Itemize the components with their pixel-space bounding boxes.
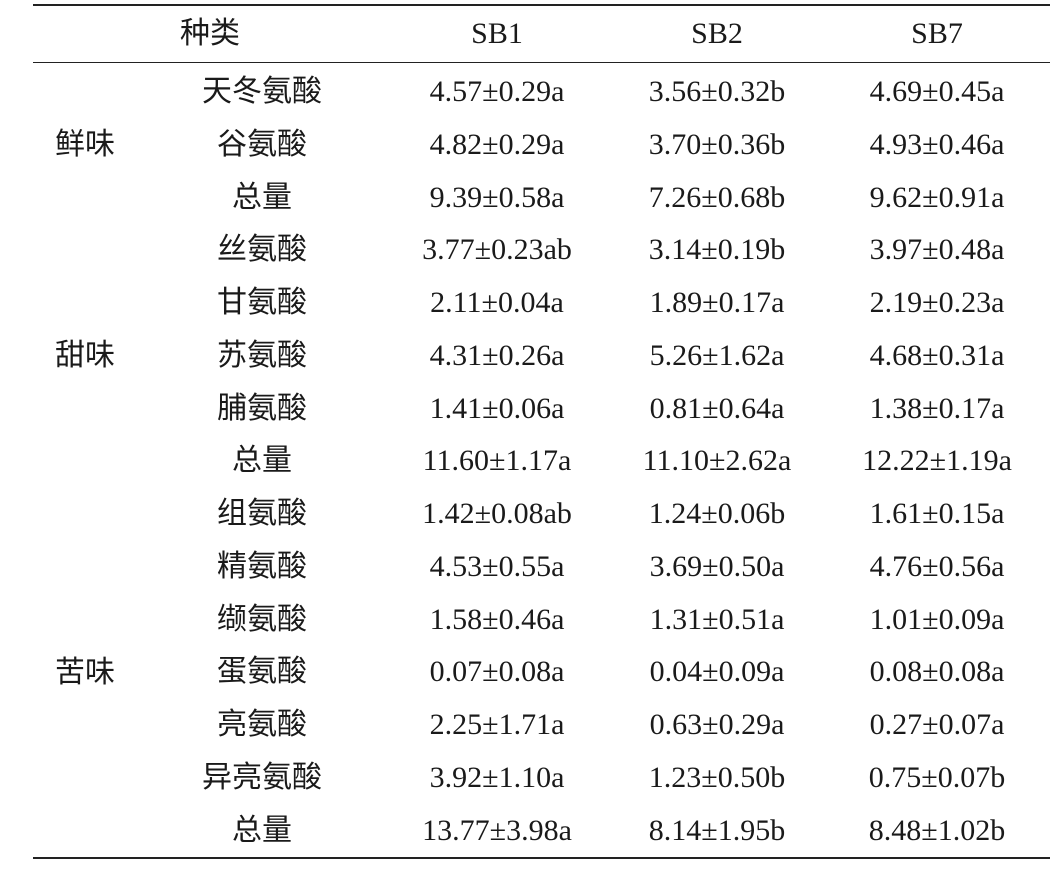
value-cell: 3.14±0.19b xyxy=(648,233,786,267)
value-cell: 1.38±0.17a xyxy=(869,391,1005,425)
value-cell: 11.60±1.17a xyxy=(422,444,572,478)
value-cell: 4.93±0.46a xyxy=(869,127,1005,161)
value-cell: 4.69±0.45a xyxy=(869,75,1005,108)
value-cell: 9.39±0.58a xyxy=(429,180,565,214)
value-cell: 13.77±3.98a xyxy=(422,813,572,847)
item-name: 天冬氨酸 xyxy=(202,75,322,108)
item-name: 精氨酸 xyxy=(217,549,307,583)
value-cell: 2.11±0.04a xyxy=(430,286,564,319)
value-cell: 1.89±0.17a xyxy=(649,286,785,319)
value-cell: 1.23±0.50b xyxy=(648,760,786,794)
value-cell: 1.24±0.06b xyxy=(648,497,786,530)
group-label: 苦味 xyxy=(55,655,115,689)
header-cell: SB7 xyxy=(911,17,963,50)
item-name: 缬氨酸 xyxy=(217,602,307,636)
top-rule xyxy=(33,4,1050,6)
item-name: 亮氨酸 xyxy=(217,708,307,741)
value-cell: 4.76±0.56a xyxy=(869,549,1005,583)
header-rule xyxy=(33,62,1050,63)
group-label: 甜味 xyxy=(55,339,115,373)
item-name: 甘氨酸 xyxy=(217,286,307,319)
value-cell: 5.26±1.62a xyxy=(649,338,785,372)
value-cell: 0.08±0.08a xyxy=(869,655,1005,689)
value-cell: 0.81±0.64a xyxy=(649,391,785,425)
value-cell: 1.41±0.06a xyxy=(429,391,565,425)
item-name: 苏氨酸 xyxy=(217,338,307,372)
item-name: 异亮氨酸 xyxy=(202,760,322,794)
value-cell: 3.56±0.32b xyxy=(648,75,786,108)
value-cell: 3.77±0.23ab xyxy=(422,233,572,267)
value-cell: 0.63±0.29a xyxy=(649,708,785,741)
item-name: 丝氨酸 xyxy=(217,233,307,267)
value-cell: 2.25±1.71a xyxy=(429,708,565,741)
value-cell: 1.31±0.51a xyxy=(649,602,785,636)
item-name: 总量 xyxy=(232,180,292,214)
item-name: 蛋氨酸 xyxy=(217,655,307,689)
value-cell: 0.75±0.07b xyxy=(868,760,1006,794)
value-cell: 1.42±0.08ab xyxy=(422,497,572,530)
item-name: 谷氨酸 xyxy=(217,127,307,161)
value-cell: 4.53±0.55a xyxy=(429,549,565,583)
value-cell: 3.69±0.50a xyxy=(649,549,785,583)
value-cell: 1.58±0.46a xyxy=(429,602,565,636)
bottom-rule xyxy=(33,857,1050,859)
value-cell: 0.07±0.08a xyxy=(429,655,565,689)
header-cell: SB1 xyxy=(471,17,523,50)
value-cell: 7.26±0.68b xyxy=(648,180,786,214)
value-cell: 4.31±0.26a xyxy=(429,338,565,372)
value-cell: 9.62±0.91a xyxy=(869,180,1005,214)
item-name: 总量 xyxy=(232,813,292,847)
value-cell: 8.48±1.02b xyxy=(868,813,1006,847)
value-cell: 1.61±0.15a xyxy=(869,497,1005,530)
item-name: 脯氨酸 xyxy=(217,391,307,425)
value-cell: 12.22±1.19a xyxy=(862,444,1012,478)
value-cell: 8.14±1.95b xyxy=(648,813,786,847)
value-cell: 3.92±1.10a xyxy=(429,760,565,794)
value-cell: 4.57±0.29a xyxy=(429,75,565,108)
value-cell: 2.19±0.23a xyxy=(869,286,1005,319)
item-name: 总量 xyxy=(232,444,292,478)
value-cell: 3.97±0.48a xyxy=(869,233,1005,267)
value-cell: 1.01±0.09a xyxy=(869,602,1005,636)
value-cell: 4.68±0.31a xyxy=(869,338,1005,372)
value-cell: 11.10±2.62a xyxy=(642,444,792,478)
header-cell: 种类 xyxy=(180,17,240,50)
item-name: 组氨酸 xyxy=(217,497,307,530)
value-cell: 3.70±0.36b xyxy=(648,127,786,161)
group-label: 鲜味 xyxy=(55,128,115,162)
value-cell: 0.04±0.09a xyxy=(649,655,785,689)
value-cell: 4.82±0.29a xyxy=(429,127,565,161)
header-cell: SB2 xyxy=(691,17,743,50)
value-cell: 0.27±0.07a xyxy=(869,708,1005,741)
